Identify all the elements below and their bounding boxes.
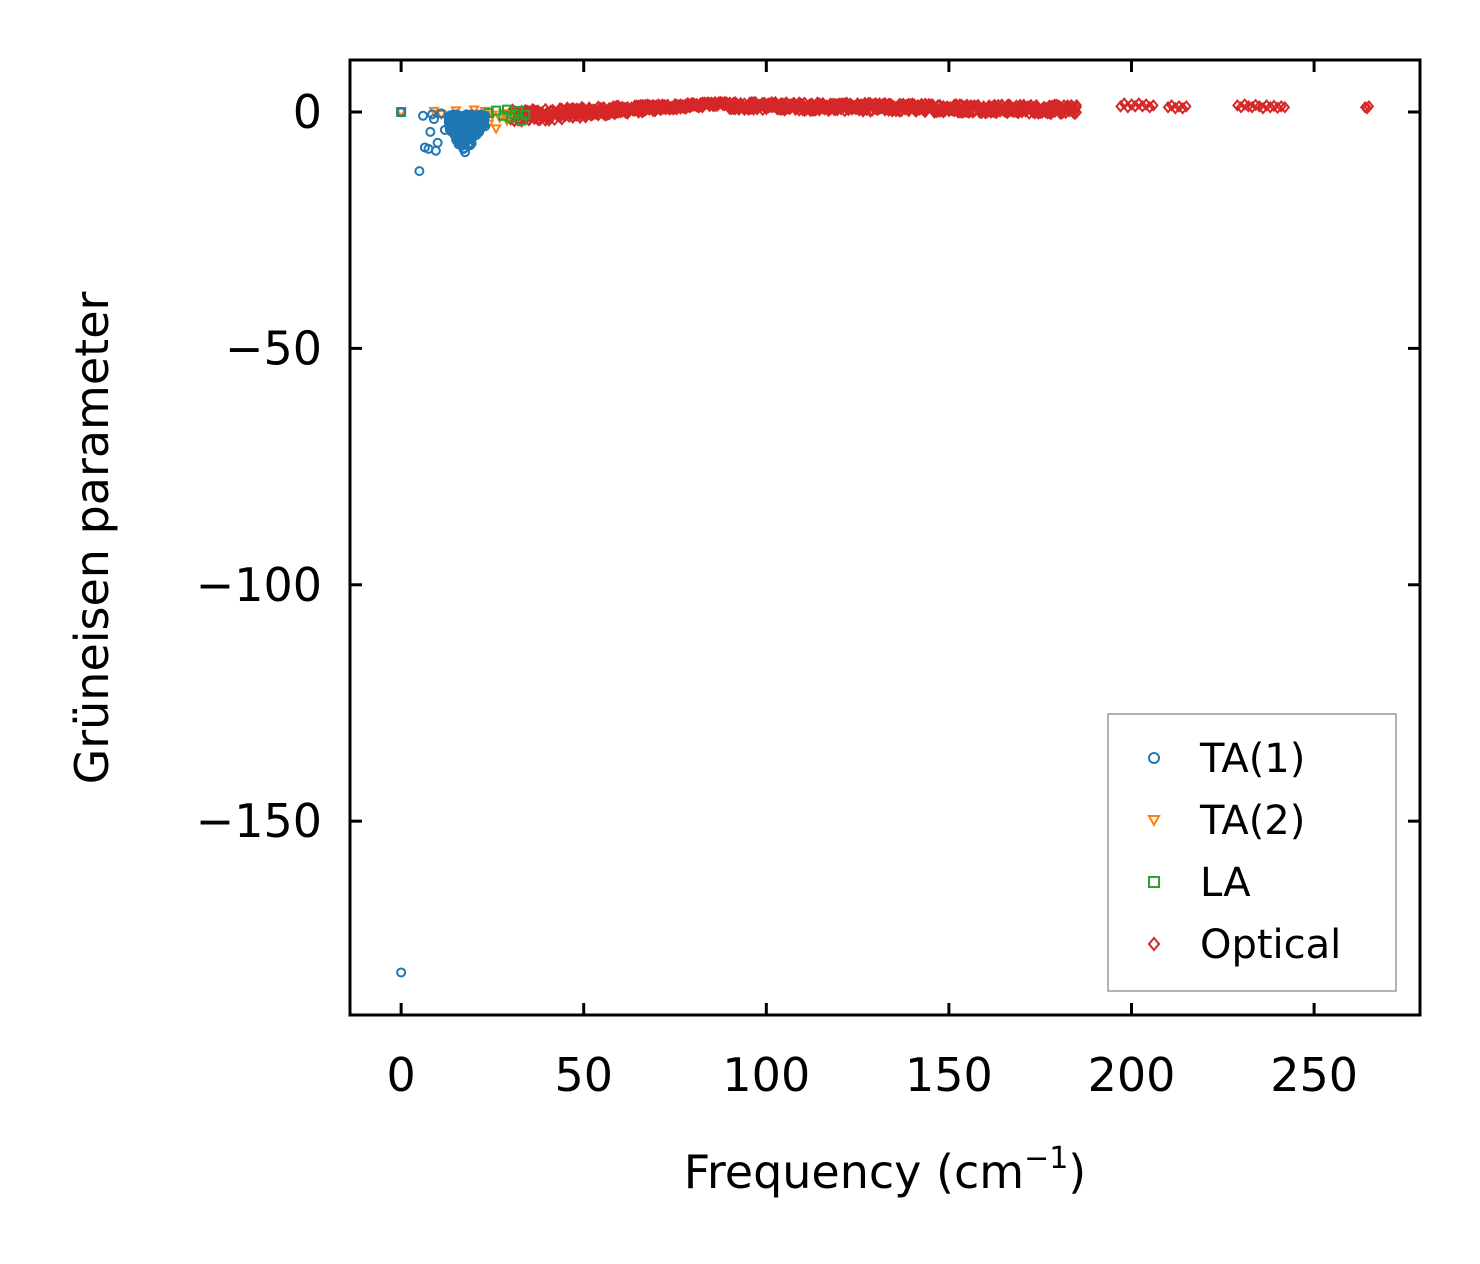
legend-items: TA(1) TA(2) LA Optical (1147, 736, 1341, 968)
data-point (1272, 101, 1283, 115)
data-point (1162, 100, 1174, 114)
legend-label: TA(1) (1199, 736, 1305, 782)
legend-marker (1147, 815, 1161, 828)
series-la (396, 104, 531, 126)
data-point (1115, 99, 1126, 113)
data-point (396, 107, 407, 118)
data-point (466, 138, 477, 149)
x-tick-label: 100 (722, 1048, 810, 1102)
y-tick-label: −100 (196, 558, 322, 612)
x-axis-label-superscript: −1 (1024, 1141, 1068, 1176)
data-point (458, 143, 469, 154)
axis-ticks: 0 50 100 150 200 250 0 −50 −100 −150 (196, 60, 1420, 1102)
data-point (447, 122, 458, 133)
legend-marker (1148, 752, 1160, 764)
data-point (447, 127, 458, 138)
y-axis-label: Grüneisen parameter (65, 291, 119, 784)
x-tick-label: 150 (905, 1048, 993, 1102)
data-point (432, 137, 443, 148)
legend-item: LA (1148, 860, 1251, 906)
data-point (414, 166, 425, 177)
data-point (490, 124, 502, 135)
y-tick-label: 0 (293, 85, 322, 139)
series-ta-1- (396, 107, 491, 978)
data-point (1071, 106, 1083, 119)
legend-box (1107, 713, 1397, 992)
data-point (425, 126, 436, 137)
legend: TA(1) TA(2) LA Optical (1107, 713, 1397, 992)
x-axis-label-main: Frequency (cm (684, 1145, 1024, 1199)
scatter-points (395, 95, 1375, 978)
x-tick-label: 50 (554, 1048, 613, 1102)
legend-item: Optical (1147, 922, 1341, 968)
data-point (1148, 99, 1159, 112)
data-point (446, 112, 457, 123)
data-point (1180, 99, 1192, 113)
data-point (450, 113, 461, 124)
data-point (458, 130, 469, 141)
data-point (470, 115, 481, 126)
x-tick-label: 250 (1270, 1048, 1358, 1102)
x-tick-label: 200 (1088, 1048, 1176, 1102)
data-point (469, 126, 480, 137)
data-point (1279, 100, 1291, 114)
legend-marker (1148, 876, 1160, 888)
data-point (731, 97, 743, 111)
legend-item: TA(2) (1147, 798, 1305, 844)
x-axis-label: Frequency (cm−1) (684, 1141, 1087, 1199)
data-point (396, 967, 407, 978)
plot-frame (348, 58, 1422, 1017)
legend-marker (1147, 936, 1161, 952)
data-point (806, 104, 818, 117)
data-point (1137, 99, 1148, 113)
data-point (1129, 99, 1141, 113)
x-axis-label-close: ) (1068, 1145, 1086, 1199)
data-point (1170, 101, 1181, 115)
legend-label: Optical (1200, 922, 1341, 968)
legend-label: LA (1200, 860, 1251, 906)
x-tick-label: 0 (386, 1048, 415, 1102)
data-point (436, 108, 447, 119)
data-point (435, 110, 447, 121)
data-point (1361, 101, 1373, 115)
data-point (491, 105, 502, 116)
data-point (1177, 101, 1188, 115)
data-point (1144, 100, 1156, 114)
data-point (428, 114, 439, 125)
data-point (520, 109, 531, 120)
y-tick-label: −150 (196, 794, 322, 848)
data-point (472, 110, 483, 121)
data-point (418, 110, 429, 121)
data-point (1264, 100, 1276, 114)
legend-item: TA(1) (1148, 736, 1305, 782)
legend-label: TA(2) (1199, 798, 1305, 844)
data-point (461, 109, 472, 120)
data-point (1071, 98, 1083, 112)
y-tick-label: −50 (225, 321, 322, 375)
series-optical (505, 95, 1375, 128)
data-point (427, 109, 438, 120)
